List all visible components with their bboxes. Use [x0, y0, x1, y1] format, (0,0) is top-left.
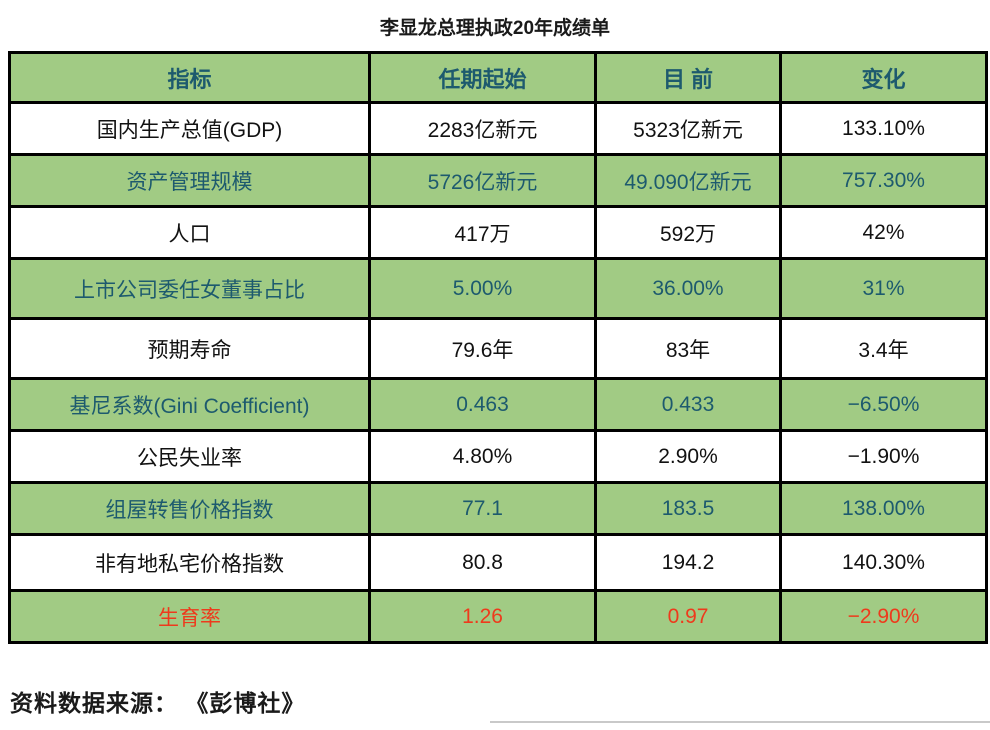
- cell-current: 83年: [594, 317, 782, 380]
- cell-change: 31%: [779, 257, 988, 320]
- cell-change: 3.4年: [779, 317, 988, 380]
- cell-current: 5323亿新元: [594, 101, 782, 156]
- cell-current: 0.97: [594, 589, 782, 644]
- cell-indicator: 资产管理规模: [8, 153, 371, 208]
- cell-term-start: 4.80%: [368, 429, 597, 484]
- page-title: 李显龙总理执政20年成绩单: [379, 18, 611, 39]
- table-body: 国内生产总值(GDP) 2283亿新元 5323亿新元 133.10% 资产管理规模 57…: [8, 101, 988, 644]
- cell-term-start: 77.1: [368, 481, 597, 536]
- cell-change: −1.90%: [779, 429, 988, 484]
- partial-bottom-border: [490, 721, 990, 723]
- table-row: 人口 417万 592万 42%: [8, 205, 988, 260]
- cell-indicator: 基尼系数(Gini Coefficient): [8, 377, 371, 432]
- table-row: 上市公司委任女董事占比 5.00% 36.00% 31%: [8, 257, 988, 320]
- table-row: 基尼系数(Gini Coefficient) 0.463 0.433 −6.50%: [8, 377, 988, 432]
- cell-current: 49.090亿新元: [594, 153, 782, 208]
- cell-current: 592万: [594, 205, 782, 260]
- cell-indicator: 国内生产总值(GDP): [8, 101, 371, 156]
- cell-term-start: 5726亿新元: [368, 153, 597, 208]
- col-header-indicator: 指标: [8, 51, 371, 104]
- cell-term-start: 0.463: [368, 377, 597, 432]
- table-header: 指标 任期起始 目 前 变化: [8, 51, 988, 104]
- source-note: 资料数据来源： 《彭博社》: [10, 690, 306, 716]
- table-row: 公民失业率 4.80% 2.90% −1.90%: [8, 429, 988, 484]
- table-row: 组屋转售价格指数 77.1 183.5 138.00%: [8, 481, 988, 536]
- cell-current: 2.90%: [594, 429, 782, 484]
- col-header-current: 目 前: [594, 51, 782, 104]
- report-table: 指标 任期起始 目 前 变化 国内生产总值(GDP) 2283亿新元 5323亿新元…: [8, 51, 988, 644]
- col-header-change: 变化: [779, 51, 988, 104]
- cell-indicator: 人口: [8, 205, 371, 260]
- table-row: 生育率 1.26 0.97 −2.90%: [8, 589, 988, 644]
- cell-indicator: 上市公司委任女董事占比: [8, 257, 371, 320]
- cell-change: 140.30%: [779, 533, 988, 592]
- cell-change: 138.00%: [779, 481, 988, 536]
- cell-current: 0.433: [594, 377, 782, 432]
- cell-change: 42%: [779, 205, 988, 260]
- table-row: 国内生产总值(GDP) 2283亿新元 5323亿新元 133.10%: [8, 101, 988, 156]
- cell-term-start: 79.6年: [368, 317, 597, 380]
- cell-indicator: 生育率: [8, 589, 371, 644]
- cell-change: 133.10%: [779, 101, 988, 156]
- table-row: 非有地私宅价格指数 80.8 194.2 140.30%: [8, 533, 988, 592]
- table-row: 预期寿命 79.6年 83年 3.4年: [8, 317, 988, 380]
- cell-change: 757.30%: [779, 153, 988, 208]
- cell-term-start: 5.00%: [368, 257, 597, 320]
- cell-indicator: 组屋转售价格指数: [8, 481, 371, 536]
- cell-indicator: 预期寿命: [8, 317, 371, 380]
- cell-term-start: 1.26: [368, 589, 597, 644]
- cell-current: 36.00%: [594, 257, 782, 320]
- cell-current: 183.5: [594, 481, 782, 536]
- cell-indicator: 非有地私宅价格指数: [8, 533, 371, 592]
- cell-term-start: 417万: [368, 205, 597, 260]
- header-row: 指标 任期起始 目 前 变化: [8, 51, 988, 104]
- cell-change: −6.50%: [779, 377, 988, 432]
- cell-current: 194.2: [594, 533, 782, 592]
- table-row: 资产管理规模 5726亿新元 49.090亿新元 757.30%: [8, 153, 988, 208]
- cell-indicator: 公民失业率: [8, 429, 371, 484]
- cell-change: −2.90%: [779, 589, 988, 644]
- col-header-term-start: 任期起始: [368, 51, 597, 104]
- cell-term-start: 2283亿新元: [368, 101, 597, 156]
- cell-term-start: 80.8: [368, 533, 597, 592]
